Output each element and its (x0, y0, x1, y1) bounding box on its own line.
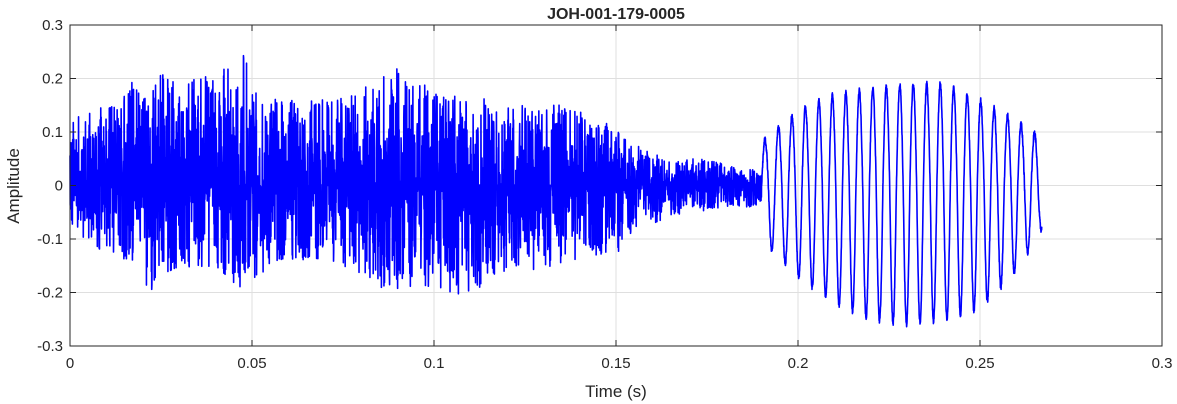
y-tick-label: -0.1 (37, 231, 63, 248)
x-tick-label: 0.05 (237, 355, 266, 372)
x-tick-label: 0.25 (965, 355, 994, 372)
y-axis-label: Amplitude (4, 148, 23, 224)
signal-trace (69, 54, 1043, 328)
x-tick-label: 0.1 (424, 355, 445, 372)
axis-ticks: 0 0.05 0.1 0.15 0.2 0.25 0.3 -0.3 -0.2 -0.1 0 0.1 0.… (37, 17, 1172, 372)
y-tick-label: 0.1 (42, 124, 63, 141)
series-line-amplitude (69, 54, 1043, 328)
chart-title: JOH-001-179-0005 (547, 6, 685, 23)
x-tick-label: 0.2 (788, 355, 809, 372)
x-tick-label: 0.15 (601, 355, 630, 372)
y-tick-label: 0.3 (42, 17, 63, 34)
x-axis-label: Time (s) (585, 382, 647, 401)
x-tick-label: 0.3 (1152, 355, 1173, 372)
y-tick-label: 0 (55, 178, 63, 195)
y-tick-label: -0.3 (37, 338, 63, 355)
x-tick-label: 0 (66, 355, 74, 372)
y-tick-label: -0.2 (37, 285, 63, 302)
y-tick-label: 0.2 (42, 71, 63, 88)
